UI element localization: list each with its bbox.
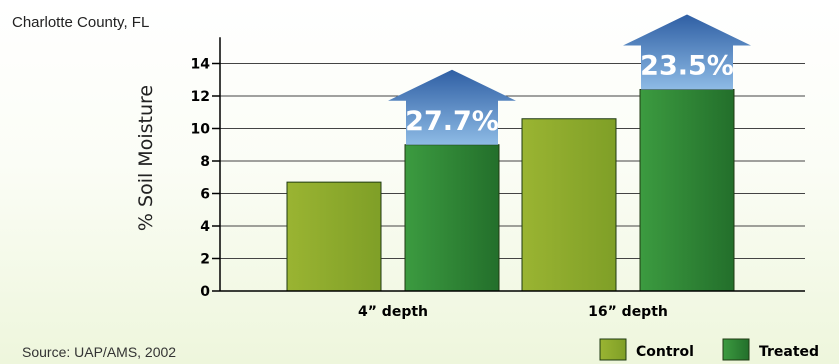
increase-label: 27.7%: [405, 106, 499, 137]
y-tick-label: 12: [191, 89, 210, 105]
legend-swatch-treated: [722, 338, 750, 361]
y-tick-label: 14: [191, 57, 211, 73]
y-tick-label: 8: [200, 154, 210, 170]
increase-arrow: [623, 14, 751, 90]
increase-arrow: [388, 69, 516, 145]
y-axis-label: % Soil Moisture: [135, 85, 157, 231]
y-tick-label: 0: [200, 284, 210, 300]
bar-treated-1: [404, 144, 500, 292]
bar-treated-2: [639, 89, 735, 292]
x-category-label: 16” depth: [588, 304, 668, 320]
legend-label-control: Control: [636, 344, 694, 360]
x-category-label: 4” depth: [358, 304, 428, 320]
y-tick-label: 2: [200, 252, 210, 268]
legend-swatch-control: [599, 338, 627, 361]
y-tick-label: 6: [200, 187, 210, 203]
bar-control-2: [521, 118, 617, 292]
chart-subtitle: Charlotte County, FL: [12, 14, 150, 31]
bar-control-1: [286, 181, 382, 292]
increase-label: 23.5%: [640, 51, 734, 82]
y-tick-label: 10: [191, 122, 211, 138]
y-tick-label: 4: [200, 219, 210, 235]
source-note: Source: UAP/AMS, 2002: [22, 344, 177, 360]
legend-label-treated: Treated: [759, 344, 819, 360]
